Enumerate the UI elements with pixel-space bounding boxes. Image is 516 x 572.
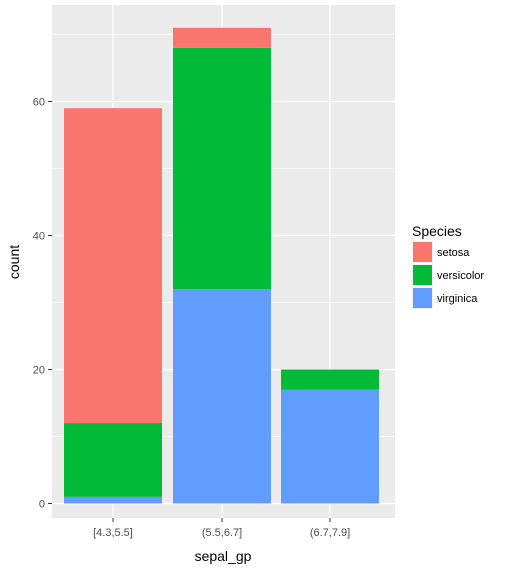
- x-axis: [4.3,5.5] (5.5,6.7] (6.7,7.9]: [93, 518, 350, 539]
- bar-versicolor: [281, 369, 379, 390]
- legend-label-virginica: virginica: [437, 293, 478, 305]
- legend-title: Species: [412, 223, 462, 239]
- y-tick-label: 0: [39, 499, 45, 511]
- legend: Species setosa versicolor virginica: [412, 223, 484, 309]
- legend-key-setosa: [413, 242, 432, 262]
- y-tick-label: 40: [33, 231, 45, 243]
- x-tick-label: (5.5,6.7]: [202, 527, 242, 539]
- legend-label-setosa: setosa: [437, 247, 470, 259]
- x-tick-label: (6.7,7.9]: [310, 527, 350, 539]
- y-axis-title: count: [6, 245, 22, 279]
- x-axis-title: sepal_gp: [195, 548, 252, 564]
- y-axis: 0 20 40 60: [33, 97, 52, 511]
- y-tick-label: 60: [33, 97, 45, 109]
- bar-versicolor: [64, 423, 162, 497]
- legend-key-virginica: [413, 288, 432, 308]
- bar-setosa: [64, 108, 162, 424]
- bar-virginica: [281, 389, 379, 504]
- bar-virginica: [64, 496, 162, 504]
- bars: [64, 27, 379, 504]
- legend-label-versicolor: versicolor: [437, 270, 484, 282]
- bar-virginica: [173, 289, 271, 504]
- bar-setosa: [173, 27, 271, 48]
- bar-versicolor: [173, 47, 271, 290]
- y-tick-label: 20: [33, 365, 45, 377]
- legend-key-versicolor: [413, 265, 432, 285]
- x-tick-label: [4.3,5.5]: [93, 527, 133, 539]
